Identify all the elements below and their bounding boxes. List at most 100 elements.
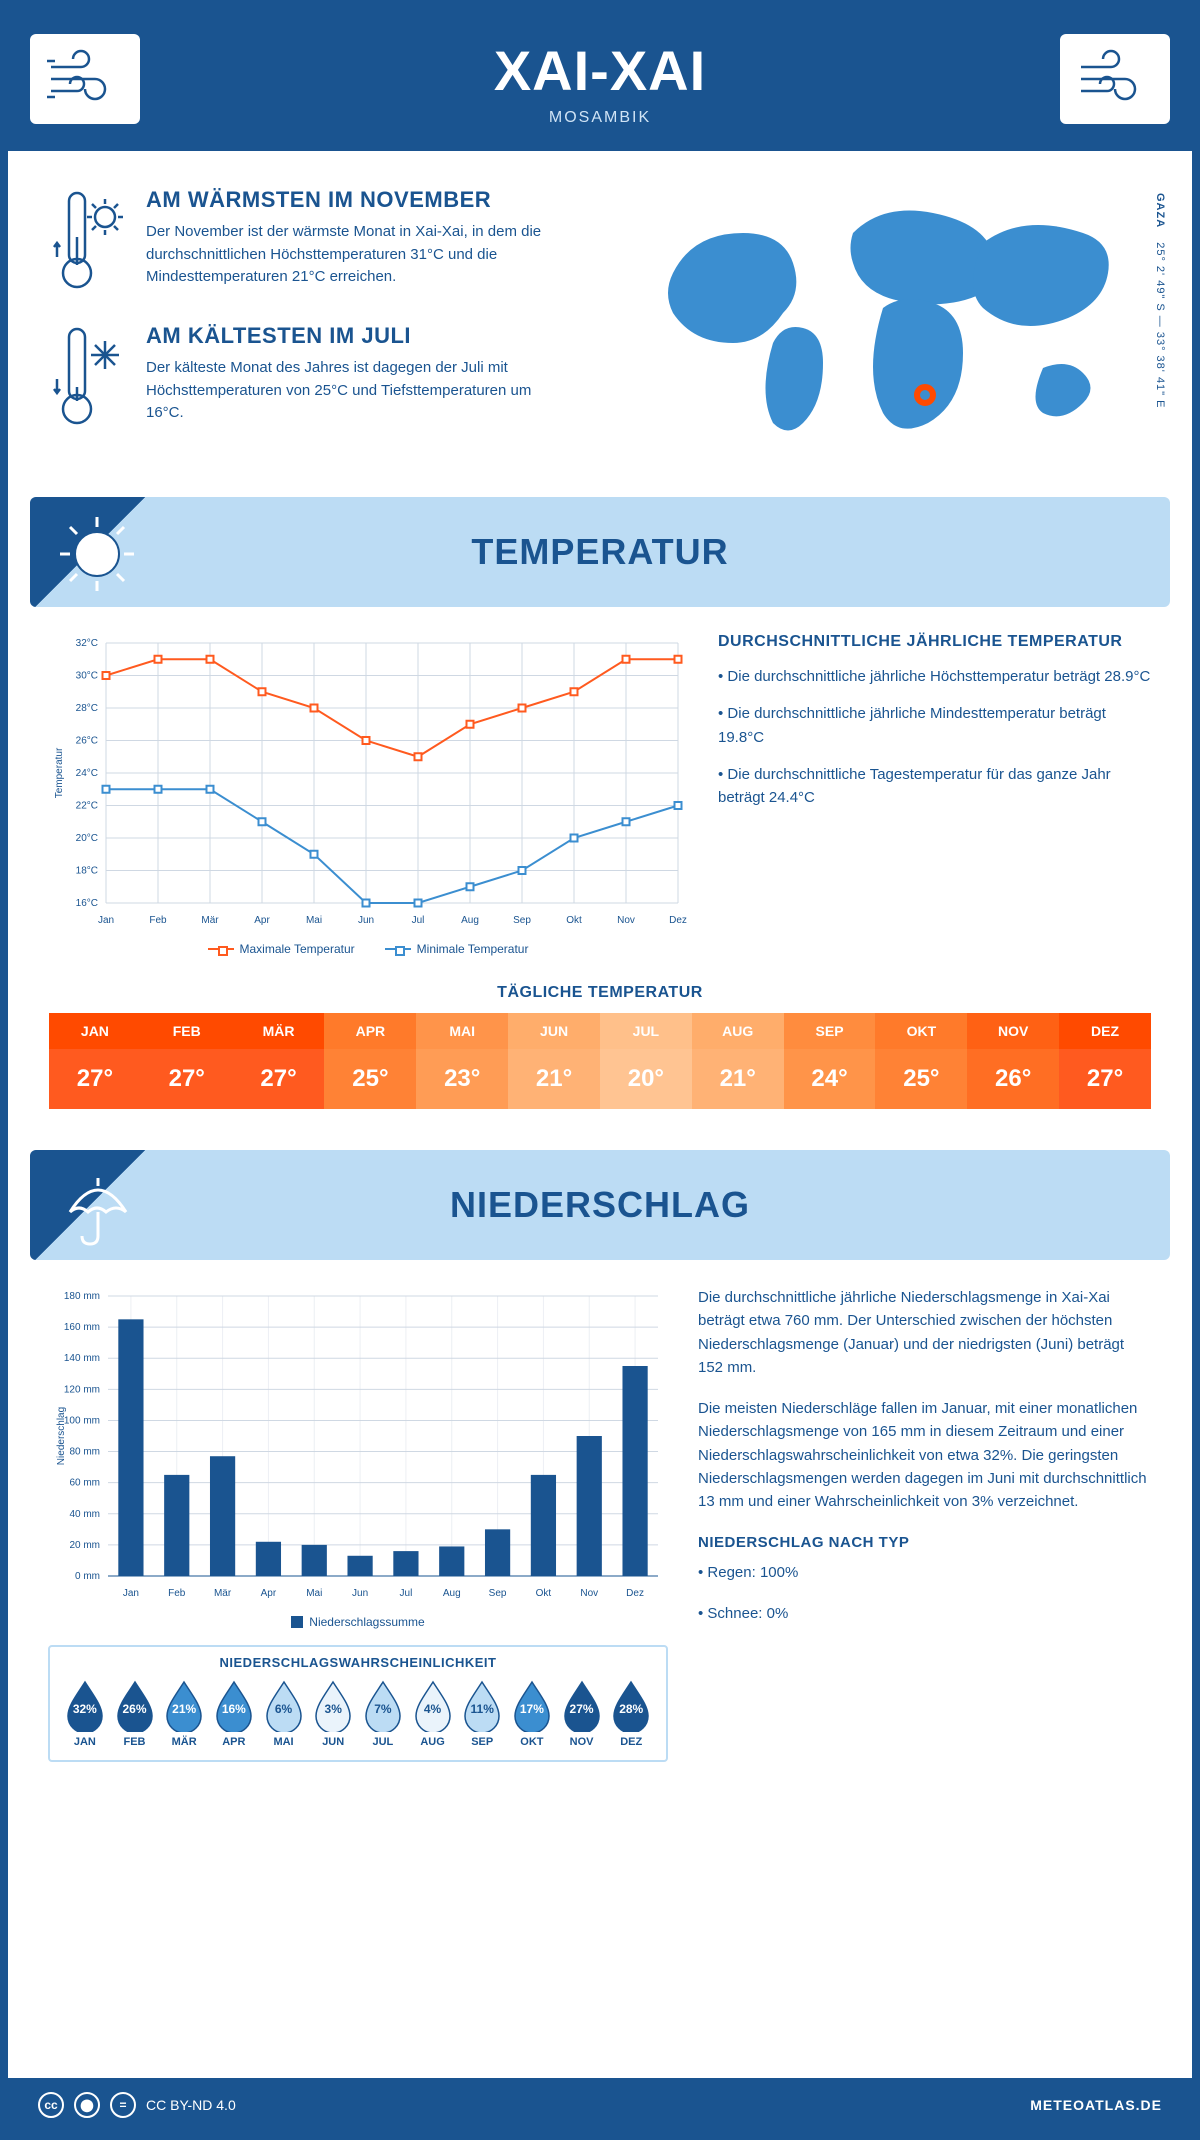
precip-legend-label: Niederschlagssumme — [309, 1615, 424, 1629]
svg-text:0 mm: 0 mm — [75, 1571, 100, 1582]
prob-col: 16% APR — [209, 1680, 259, 1748]
svg-text:Jan: Jan — [123, 1588, 139, 1599]
daily-value: 27° — [141, 1049, 233, 1109]
daily-temp-table: JAN27°FEB27°MÄR27°APR25°MAI23°JUN21°JUL2… — [48, 1012, 1152, 1110]
prob-month: AUG — [408, 1736, 458, 1748]
prob-pct: 17% — [511, 1702, 553, 1716]
svg-text:120 mm: 120 mm — [64, 1384, 100, 1395]
daily-col: DEZ27° — [1059, 1013, 1151, 1109]
prob-title: NIEDERSCHLAGSWAHRSCHEINLICHKEIT — [60, 1655, 656, 1670]
coldest-fact: AM KÄLTESTEN IM JULI Der kälteste Monat … — [48, 323, 603, 433]
raindrop-icon: 11% — [461, 1680, 503, 1732]
world-map: GAZA 25° 2' 49" S — 33° 38' 41" E — [623, 187, 1152, 459]
svg-text:Apr: Apr — [261, 1588, 277, 1599]
coordinates: GAZA 25° 2' 49" S — 33° 38' 41" E — [1154, 193, 1166, 408]
daily-month: NOV — [967, 1013, 1059, 1049]
warmest-fact: AM WÄRMSTEN IM NOVEMBER Der November ist… — [48, 187, 603, 297]
svg-text:Jan: Jan — [98, 915, 114, 926]
svg-text:Sep: Sep — [489, 1588, 507, 1599]
svg-text:160 mm: 160 mm — [64, 1322, 100, 1333]
prob-month: MAI — [259, 1736, 309, 1748]
svg-text:Temperatur: Temperatur — [54, 747, 65, 798]
svg-text:Mär: Mär — [201, 915, 219, 926]
temp-info-b3: • Die durchschnittliche Tagestemperatur … — [718, 763, 1152, 810]
svg-text:Okt: Okt — [566, 915, 582, 926]
prob-month: FEB — [110, 1736, 160, 1748]
daily-value: 21° — [508, 1049, 600, 1109]
daily-col: SEP24° — [784, 1013, 876, 1109]
prob-pct: 3% — [312, 1702, 354, 1716]
daily-value: 21° — [692, 1049, 784, 1109]
daily-value: 23° — [416, 1049, 508, 1109]
daily-month: JAN — [49, 1013, 141, 1049]
coldest-body: Der kälteste Monat des Jahres ist dagege… — [146, 357, 566, 425]
svg-text:Nov: Nov — [580, 1588, 598, 1599]
prob-pct: 7% — [362, 1702, 404, 1716]
temperature-banner: TEMPERATUR — [30, 497, 1170, 607]
prob-month: MÄR — [159, 1736, 209, 1748]
coldest-heading: AM KÄLTESTEN IM JULI — [146, 323, 566, 349]
raindrop-icon: 6% — [263, 1680, 305, 1732]
precipitation-bar-chart: 0 mm20 mm40 mm60 mm80 mm100 mm120 mm140 … — [48, 1286, 668, 1762]
prob-month: JUN — [308, 1736, 358, 1748]
prob-col: 3% JUN — [308, 1680, 358, 1748]
footer: cc ⬤ = CC BY-ND 4.0 METEOATLAS.DE — [8, 2078, 1192, 2132]
thermometer-cold-icon — [48, 323, 128, 433]
raindrop-icon: 27% — [561, 1680, 603, 1732]
temperature-line-chart: 16°C18°C20°C22°C24°C26°C28°C30°C32°CJanF… — [48, 633, 688, 956]
warmest-body: Der November ist der wärmste Monat in Xa… — [146, 221, 566, 289]
daily-value: 27° — [49, 1049, 141, 1109]
raindrop-icon: 16% — [213, 1680, 255, 1732]
svg-text:Dez: Dez — [626, 1588, 644, 1599]
header: XAI-XAI MOSAMBIK — [8, 8, 1192, 151]
prob-pct: 11% — [461, 1702, 503, 1716]
svg-text:Jun: Jun — [358, 915, 374, 926]
svg-text:16°C: 16°C — [76, 898, 98, 909]
svg-text:40 mm: 40 mm — [69, 1509, 100, 1520]
legend-min: Minimale Temperatur — [417, 942, 529, 956]
daily-month: OKT — [875, 1013, 967, 1049]
temperature-legend: Maximale Temperatur Minimale Temperatur — [48, 942, 688, 956]
prob-col: 17% OKT — [507, 1680, 557, 1748]
precip-type-heading: NIEDERSCHLAG NACH TYP — [698, 1531, 1152, 1554]
prob-col: 4% AUG — [408, 1680, 458, 1748]
precip-p2: Die meisten Niederschläge fallen im Janu… — [698, 1397, 1152, 1513]
precipitation-banner: NIEDERSCHLAG — [30, 1150, 1170, 1260]
precip-legend: Niederschlagssumme — [48, 1615, 668, 1629]
svg-text:Feb: Feb — [168, 1588, 186, 1599]
prob-col: 28% DEZ — [606, 1680, 656, 1748]
temp-info-b2: • Die durchschnittliche jährliche Mindes… — [718, 702, 1152, 749]
daily-col: JUN21° — [508, 1013, 600, 1109]
raindrop-icon: 3% — [312, 1680, 354, 1732]
svg-text:Dez: Dez — [669, 915, 687, 926]
daily-month: AUG — [692, 1013, 784, 1049]
svg-text:Apr: Apr — [254, 915, 270, 926]
svg-text:180 mm: 180 mm — [64, 1291, 100, 1302]
precipitation-heading: NIEDERSCHLAG — [450, 1184, 750, 1226]
cc-icon: cc — [38, 2092, 64, 2118]
lat-label: 25° 2' 49" S — [1154, 242, 1166, 312]
raindrop-icon: 4% — [412, 1680, 454, 1732]
daily-col: MAI23° — [416, 1013, 508, 1109]
daily-value: 27° — [233, 1049, 325, 1109]
svg-text:24°C: 24°C — [76, 768, 98, 779]
daily-value: 27° — [1059, 1049, 1151, 1109]
sun-icon — [58, 515, 136, 598]
wind-icon — [1060, 34, 1170, 124]
daily-col: APR25° — [324, 1013, 416, 1109]
daily-value: 20° — [600, 1049, 692, 1109]
license-label: CC BY-ND 4.0 — [146, 2097, 236, 2113]
prob-col: 6% MAI — [259, 1680, 309, 1748]
svg-text:22°C: 22°C — [76, 801, 98, 812]
precip-t2: • Schnee: 0% — [698, 1602, 1152, 1625]
daily-col: FEB27° — [141, 1013, 233, 1109]
svg-text:100 mm: 100 mm — [64, 1415, 100, 1426]
lon-label: 33° 38' 41" E — [1154, 332, 1166, 409]
temperature-summary: DURCHSCHNITTLICHE JÄHRLICHE TEMPERATUR •… — [718, 633, 1152, 956]
raindrop-icon: 7% — [362, 1680, 404, 1732]
daily-month: MÄR — [233, 1013, 325, 1049]
daily-value: 24° — [784, 1049, 876, 1109]
svg-text:Jul: Jul — [412, 915, 425, 926]
svg-text:80 mm: 80 mm — [69, 1447, 100, 1458]
raindrop-icon: 17% — [511, 1680, 553, 1732]
